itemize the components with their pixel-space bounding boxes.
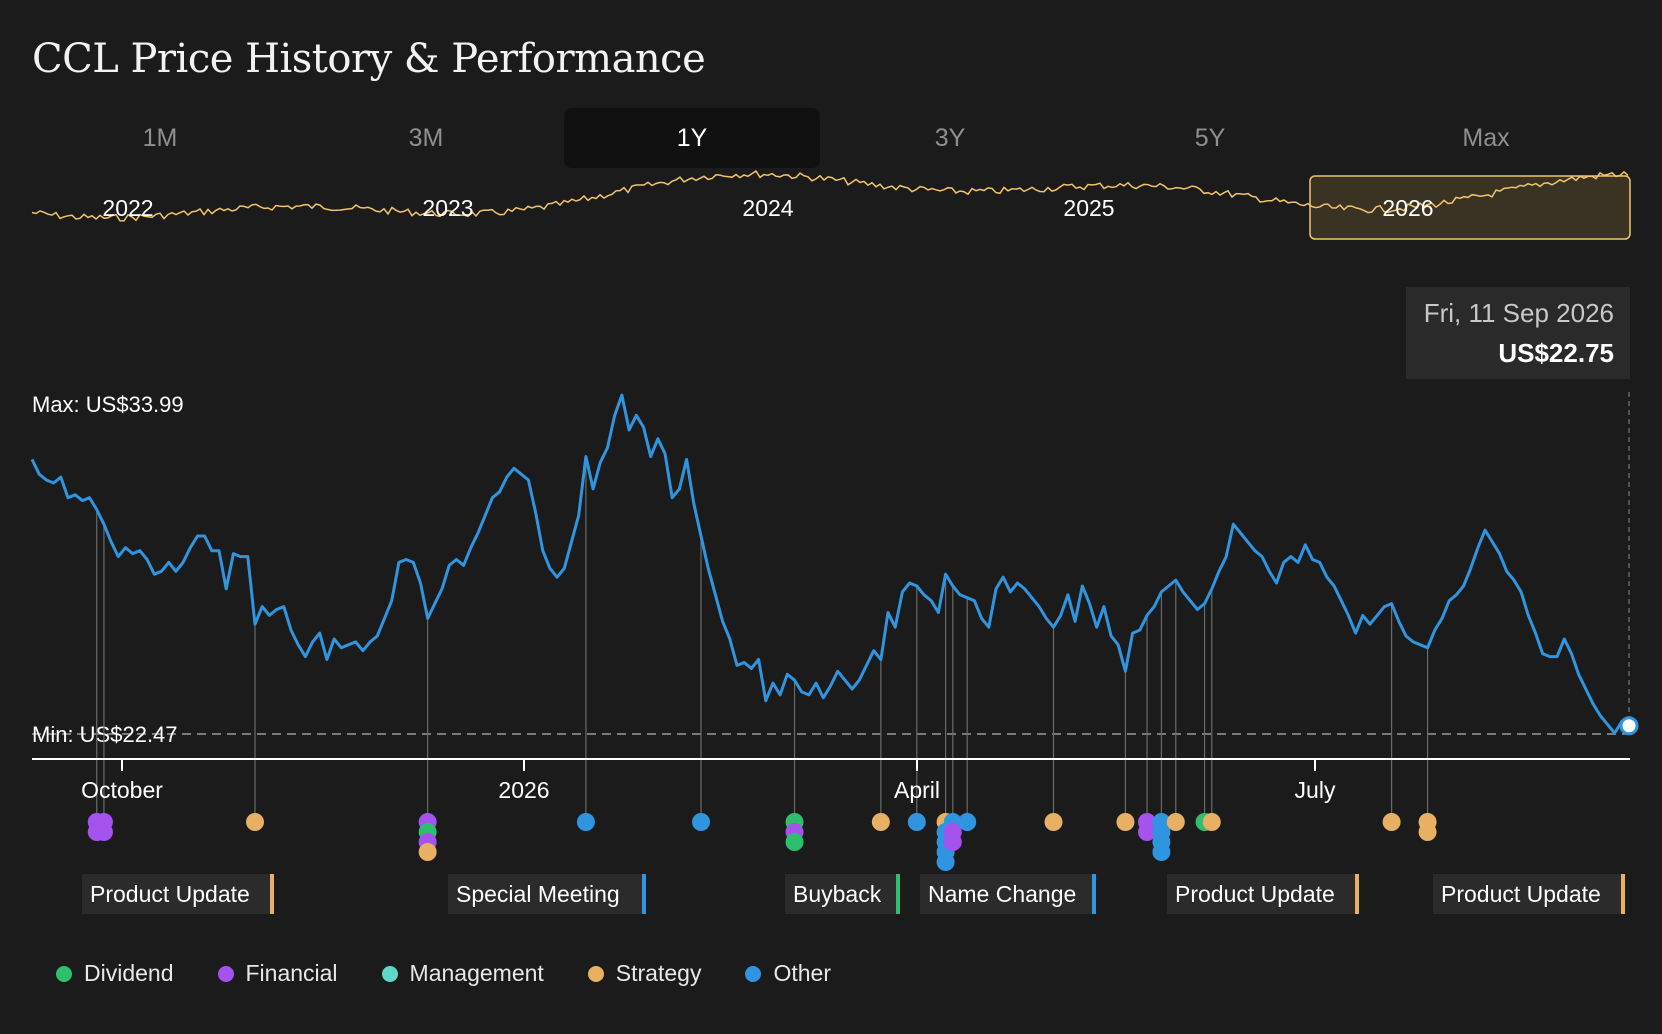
strategy-dot-icon (587, 965, 604, 982)
event-label-box (920, 874, 1096, 914)
event-label-accent (896, 874, 900, 914)
financial-dot-icon (217, 965, 234, 982)
event-marker-strategy[interactable] (1116, 813, 1135, 831)
event-label-box (82, 874, 274, 914)
range-tabs: 1M 3M 1Y 3Y 5Y Max (32, 108, 1630, 168)
event-marker-other[interactable] (907, 813, 926, 831)
event-label-text: Name Change (928, 881, 1076, 907)
event-label-2[interactable]: Special Meeting (448, 874, 646, 914)
price-line (30, 393, 1630, 735)
event-marker-strategy[interactable] (871, 813, 890, 831)
other-dot-icon (745, 965, 762, 982)
max-label: Max: US$33.99 (32, 392, 184, 417)
tab-3m[interactable]: 3M (408, 123, 444, 152)
event-stems (96, 456, 1429, 822)
legend-item-other[interactable]: Other (745, 960, 831, 987)
event-marker-financial[interactable] (94, 823, 113, 841)
event-marker-strategy[interactable] (246, 813, 265, 831)
event-marker-other[interactable] (1152, 843, 1171, 861)
event-label-box (448, 874, 646, 914)
overview-label-2026: 2026 (1382, 195, 1433, 221)
overview-label-2022: 2022 (102, 195, 153, 221)
event-label-5[interactable]: Product Update (1167, 874, 1359, 914)
overview-label-2023: 2023 (422, 195, 473, 221)
legend-item-management[interactable]: Management (381, 960, 544, 987)
legend-label: Dividend (84, 960, 174, 986)
legend: Dividend Financial Management Strategy O… (56, 960, 875, 987)
x-label-october: October (81, 777, 163, 803)
tab-1y[interactable]: 1Y (564, 108, 820, 168)
event-marker-strategy[interactable] (1418, 823, 1437, 841)
event-label-box (1433, 874, 1625, 914)
event-marker-other[interactable] (692, 813, 711, 831)
legend-label: Other (773, 960, 831, 986)
page-title: CCL Price History & Performance (32, 36, 706, 82)
event-marker-strategy[interactable] (1166, 813, 1185, 831)
x-label-2026: 2026 (498, 777, 549, 803)
tooltip: Fri, 11 Sep 2026 US$22.75 (1406, 287, 1630, 379)
price-endpoint (1619, 716, 1639, 736)
event-label-text: Product Update (1441, 881, 1601, 907)
event-label-accent (1621, 874, 1625, 914)
event-label-box (785, 874, 900, 914)
legend-item-strategy[interactable]: Strategy (587, 960, 702, 987)
event-marker-other[interactable] (936, 853, 955, 871)
tab-max[interactable]: Max (1462, 123, 1510, 152)
overview-line (31, 169, 1629, 222)
overview-strip[interactable]: 2022 2023 2024 2025 2026 (31, 169, 1631, 240)
event-label-accent (1092, 874, 1096, 914)
x-label-april: April (894, 777, 940, 803)
tab-1m[interactable]: 1M (142, 123, 178, 152)
legend-item-dividend[interactable]: Dividend (56, 960, 174, 987)
overview-label-2025: 2025 (1063, 195, 1114, 221)
event-marker-strategy[interactable] (1044, 813, 1063, 831)
event-marker-strategy[interactable] (1202, 813, 1221, 831)
event-label-accent (642, 874, 646, 914)
event-label-text: Buyback (793, 881, 882, 907)
event-label-4[interactable]: Name Change (920, 874, 1096, 914)
event-label-3[interactable]: Buyback (785, 874, 900, 914)
event-label-text: Product Update (1175, 881, 1335, 907)
event-label-text: Special Meeting (456, 881, 620, 907)
tab-3y[interactable]: 3Y (934, 123, 966, 152)
x-label-july: July (1295, 777, 1336, 803)
event-marker-other[interactable] (576, 813, 595, 831)
legend-label: Financial (245, 960, 338, 986)
x-axis-ticks (121, 759, 1316, 771)
min-label: Min: US$22.47 (32, 722, 178, 747)
event-label-text: Product Update (90, 881, 250, 907)
event-label-accent (270, 874, 274, 914)
legend-label: Strategy (615, 960, 702, 986)
event-marker-other[interactable] (958, 813, 977, 831)
event-label-box (1167, 874, 1359, 914)
event-marker-financial[interactable] (943, 833, 962, 851)
management-dot-icon (381, 965, 398, 982)
dividend-dot-icon (56, 965, 72, 982)
overview-label-2024: 2024 (742, 195, 793, 221)
legend-label: Management (409, 960, 544, 986)
legend-item-financial[interactable]: Financial (217, 960, 338, 987)
event-label-6[interactable]: Product Update (1433, 874, 1625, 914)
event-label-accent (1355, 874, 1359, 914)
tab-5y[interactable]: 5Y (1194, 123, 1226, 152)
event-label-1[interactable]: Product Update (82, 874, 274, 914)
event-marker-dividend[interactable] (785, 833, 804, 851)
event-marker-strategy[interactable] (1382, 813, 1401, 831)
event-marker-financial[interactable] (1138, 823, 1157, 841)
event-markers[interactable] (87, 813, 1437, 871)
event-marker-strategy[interactable] (418, 843, 437, 861)
tooltip-date: Fri, 11 Sep 2026 (1424, 298, 1614, 328)
tooltip-box (1406, 287, 1630, 379)
tooltip-price: US$22.75 (1498, 338, 1614, 368)
overview-selection[interactable] (1309, 175, 1631, 240)
